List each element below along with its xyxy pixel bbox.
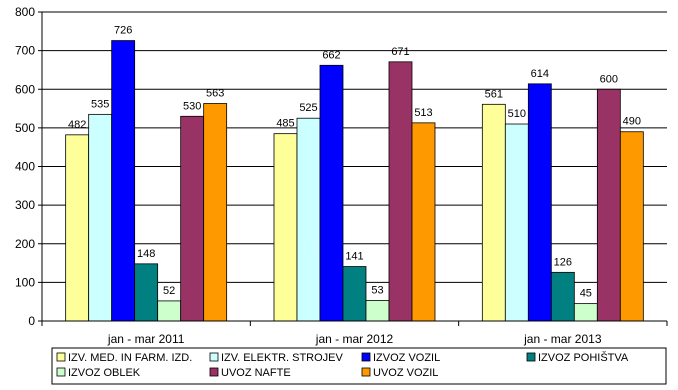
x-tick-label: jan - mar 2013: [523, 332, 602, 346]
data-labels: 482 535 726 148 52 530 563 485 525 662 141 53 671 513…: [68, 25, 641, 300]
y-tick-label: 800: [15, 5, 35, 19]
data-label: 485: [276, 118, 294, 130]
bar: [180, 115, 205, 322]
y-tick-label: 500: [15, 121, 35, 135]
bar: [481, 103, 506, 322]
bar: [527, 83, 552, 322]
data-label: 563: [206, 88, 224, 100]
data-label: 482: [68, 119, 86, 131]
x-tick-label: jan - mar 2011: [107, 332, 185, 346]
data-label: 53: [371, 285, 383, 297]
legend-swatch: [361, 367, 371, 377]
x-tick-label: jan - mar 2012: [315, 332, 394, 346]
bar: [504, 123, 529, 322]
data-label: 530: [183, 100, 201, 112]
data-label: 726: [114, 25, 132, 37]
bar: [273, 133, 298, 322]
grid: [42, 11, 667, 283]
legend-label: IZV. ELEKTR. STROJEV: [221, 352, 344, 364]
y-tick-label: 700: [15, 44, 35, 58]
bar: [296, 117, 321, 322]
bar: [411, 122, 436, 322]
data-label: 490: [623, 116, 641, 128]
bar: [365, 300, 390, 322]
bar: [65, 134, 90, 322]
data-label: 535: [91, 98, 109, 110]
legend-swatch: [209, 367, 219, 377]
y-tick-label: 600: [15, 82, 35, 96]
bar: [550, 271, 575, 322]
bar: [203, 103, 228, 322]
bar: [573, 303, 598, 322]
y-tick-label: 300: [15, 198, 35, 212]
legend-label: IZVOZ VOZIL: [373, 352, 440, 364]
data-label: 662: [322, 49, 340, 61]
bar: [596, 88, 621, 322]
legend-label: IZVOZ OBLEK: [68, 367, 141, 379]
data-label: 600: [600, 73, 618, 85]
legend: IZV. MED. IN FARM. IZD. IZV. ELEKTR. STRO…: [51, 347, 667, 385]
bars: [65, 40, 644, 322]
data-label: 52: [163, 285, 175, 297]
legend-swatch: [526, 352, 536, 362]
axes: 0 100 200 300 400 500 600 700 800 jan - mar 2011 j…: [15, 5, 668, 346]
bar: [388, 61, 413, 322]
bar: [88, 113, 113, 322]
legend-swatch: [209, 352, 219, 362]
data-label: 148: [137, 248, 155, 260]
data-label: 126: [554, 256, 572, 268]
y-tick-label: 200: [15, 237, 35, 251]
legend-label: IZVOZ POHIŠTVA: [538, 351, 629, 364]
legend-box: [51, 347, 667, 385]
data-label: 141: [345, 251, 363, 263]
legend-swatch: [361, 352, 371, 362]
bar: [157, 300, 182, 322]
data-label: 525: [299, 102, 317, 114]
data-label: 510: [508, 108, 526, 120]
bar: [342, 266, 367, 322]
y-tick-label: 400: [15, 160, 35, 174]
data-label: 45: [580, 288, 592, 300]
bar: [619, 131, 644, 322]
y-tick-label: 100: [15, 275, 35, 289]
legend-label: UVOZ VOZIL: [373, 367, 438, 379]
data-label: 513: [414, 107, 432, 119]
data-label: 671: [391, 46, 409, 58]
data-label: 561: [485, 88, 503, 100]
y-tick-label: 0: [28, 314, 35, 328]
legend-label: IZV. MED. IN FARM. IZD.: [68, 352, 192, 364]
legend-swatch: [56, 352, 66, 362]
legend-label: UVOZ NAFTE: [221, 367, 291, 379]
bar: [319, 64, 344, 322]
bar: [111, 40, 136, 322]
bar: [134, 263, 159, 322]
legend-swatch: [56, 367, 66, 377]
data-label: 614: [531, 68, 549, 80]
